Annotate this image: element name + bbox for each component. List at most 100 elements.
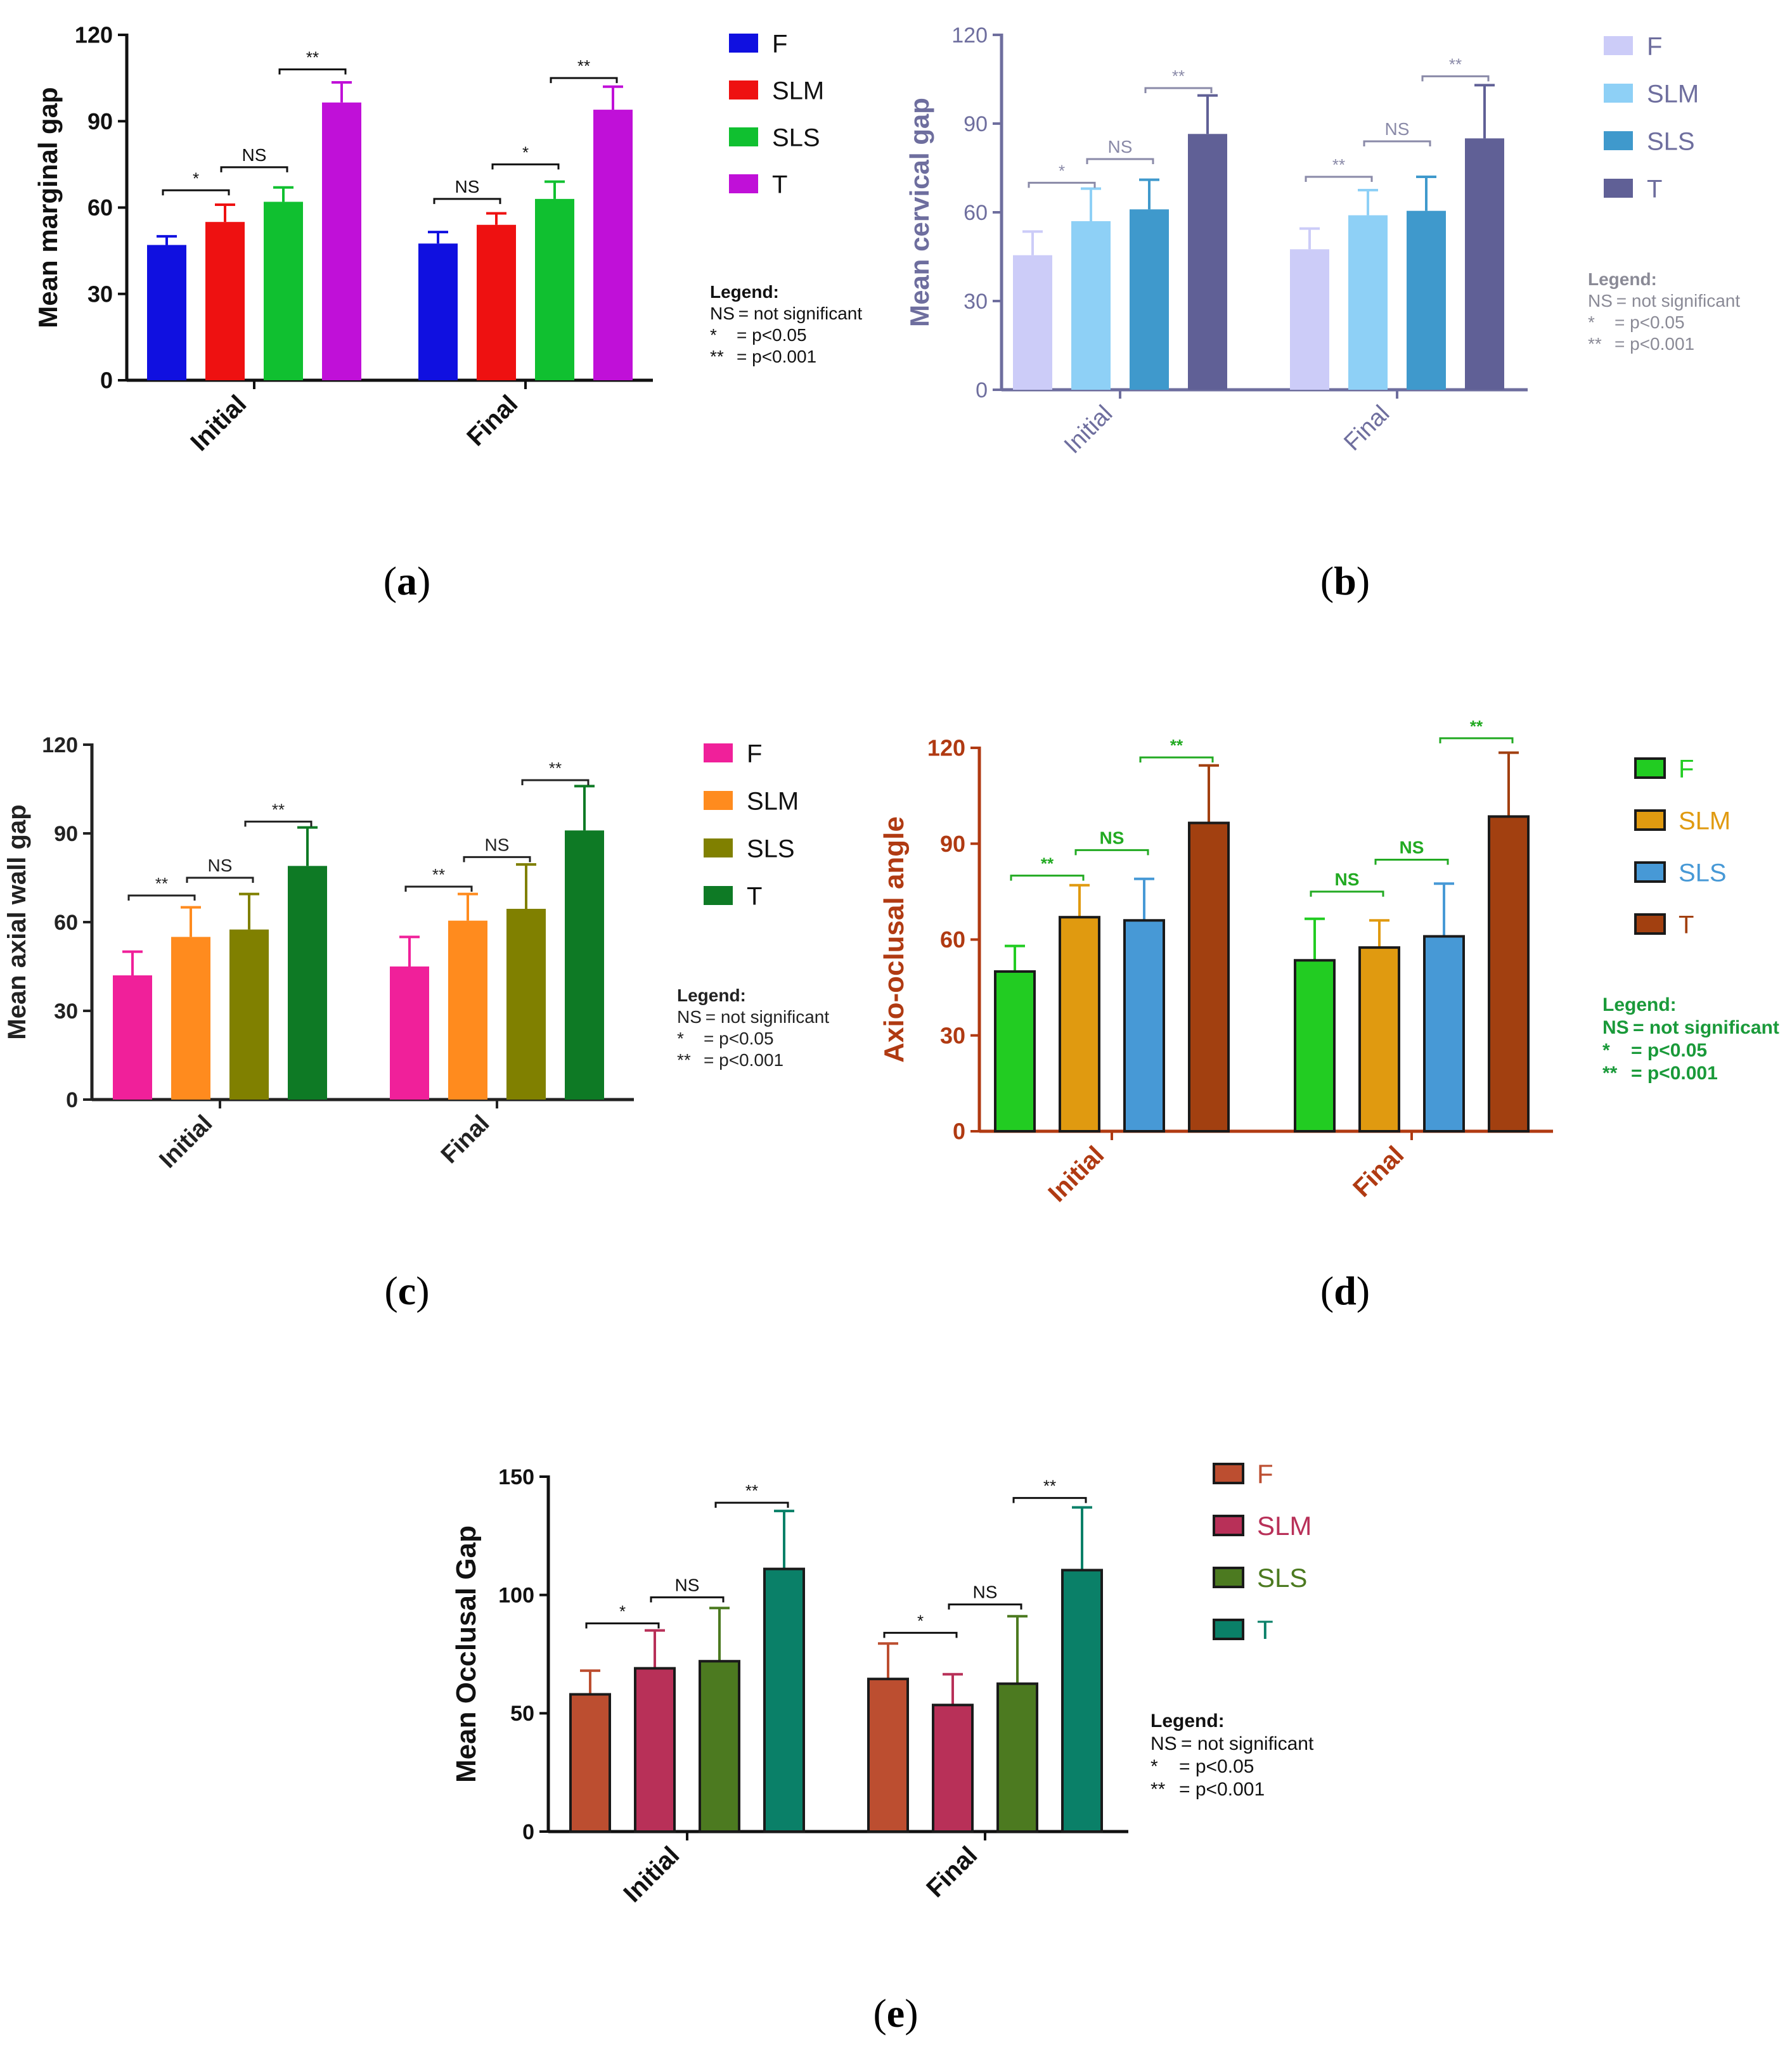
y-tick-label: 60 [964, 201, 988, 225]
significance-bracket [883, 1631, 958, 1638]
bar-t-final [1465, 138, 1504, 390]
significance-label: ** [577, 56, 590, 75]
bar-f-initial [569, 1693, 611, 1833]
y-tick-label: 30 [54, 999, 78, 1024]
bar-sls-initial [1130, 209, 1169, 390]
significance-label: * [917, 1611, 924, 1630]
bar-f-initial [1013, 255, 1052, 390]
legend-label: SLS [1257, 1563, 1307, 1593]
panel-label-c: (c) [384, 1268, 430, 1313]
significance-label: ** [1041, 854, 1054, 873]
bar-t-initial [763, 1567, 805, 1833]
bar-slm-final [932, 1704, 974, 1833]
bar-t-final [1488, 815, 1530, 1133]
y-tick-label: 30 [87, 281, 113, 307]
legend-swatch [704, 791, 733, 810]
significance-bracket [1374, 858, 1449, 865]
legend-note-symbol: * [1602, 1040, 1610, 1061]
category-label: Initial [1059, 401, 1118, 459]
significance-bracket [1144, 87, 1213, 93]
significance-bracket [650, 1596, 725, 1603]
bar-t-final [1061, 1569, 1103, 1833]
category-label: Initial [154, 1110, 217, 1174]
category-label: Initial [618, 1841, 685, 1908]
legend-note-symbol: NS [1151, 1733, 1177, 1754]
legend-label: F [1647, 32, 1662, 60]
legend-swatch [1604, 84, 1633, 103]
legend-label: SLM [1679, 807, 1731, 835]
significance-bracket [491, 163, 560, 170]
legend-label: SLM [1647, 80, 1699, 108]
significance-bracket [220, 166, 288, 172]
legend-note-symbol: NS [1602, 1017, 1629, 1038]
bar-f-final [1290, 249, 1329, 390]
significance-label: ** [1449, 55, 1462, 74]
bar-sls-final [506, 909, 546, 1100]
significance-bracket [244, 820, 313, 827]
significance-label: NS [485, 835, 510, 854]
legend-note-symbol: ** [710, 347, 724, 366]
legend-label: SLS [1647, 127, 1695, 155]
significance-label: * [619, 1602, 626, 1621]
bar-t-initial [1188, 821, 1230, 1133]
significance-label: ** [1170, 736, 1183, 755]
bar-t-initial [288, 866, 327, 1100]
bar-f-initial [113, 975, 152, 1100]
bar-sls-initial [699, 1660, 740, 1833]
significance-bracket [550, 77, 618, 84]
y-tick-label: 30 [940, 1022, 965, 1048]
legend-swatch [1604, 131, 1633, 150]
legend-note-symbol: ** [1151, 1779, 1166, 1800]
significance-bracket [1139, 756, 1214, 763]
bar-slm-final [477, 224, 516, 380]
chart-a: 0 30 60 90 120 Mean marginal gap Initial Final *… [33, 22, 862, 457]
significance-label: NS [1108, 137, 1133, 157]
legend-note-symbol: NS [677, 1007, 702, 1027]
panel-label-e: (e) [873, 1991, 919, 2036]
legend-note-symbol: * [1151, 1756, 1158, 1777]
significance-label: ** [155, 874, 168, 893]
y-tick-label: 90 [87, 108, 113, 134]
legend-swatch [1634, 913, 1666, 935]
legend-swatch [729, 174, 758, 193]
significance-label: ** [549, 759, 562, 778]
bar-slm-initial [1071, 221, 1111, 390]
legend-swatch [704, 886, 733, 905]
bar-slm-initial [1059, 916, 1100, 1133]
legend-swatch [1213, 1515, 1244, 1536]
significance-label: NS [455, 177, 480, 196]
legend-note-text: = p<0.001 [704, 1050, 783, 1070]
significance-bracket [585, 1622, 660, 1629]
y-tick-label: 30 [964, 290, 988, 314]
legend-note-text: = p<0.05 [1615, 312, 1685, 332]
bar-sls-initial [1123, 919, 1165, 1133]
y-axis-label: Mean cervical gap [905, 98, 934, 327]
category-label: Final [1348, 1141, 1409, 1202]
y-tick-label: 90 [940, 831, 965, 857]
bar-slm-initial [634, 1667, 676, 1833]
legend-label: SLM [772, 77, 824, 105]
legend-swatch [1634, 861, 1666, 883]
chart-d: 0 30 60 90 120 Axio-oclusal angle Initial Final… [879, 717, 1779, 1207]
legend-note-text: = p<0.05 [1179, 1756, 1254, 1777]
legend-note-text: = not significant [1616, 291, 1741, 311]
bar-slm-initial [171, 937, 210, 1100]
legend-note-symbol: * [677, 1029, 684, 1048]
legend-label: SLS [747, 835, 795, 863]
legend-note-text: = p<0.001 [1179, 1779, 1265, 1800]
legend-note-text: = p<0.05 [1631, 1040, 1707, 1061]
legend-note-symbol: ** [1602, 1063, 1618, 1084]
y-tick-label: 150 [498, 1465, 534, 1489]
y-tick-label: 90 [54, 822, 78, 846]
significance-bracket [1012, 1497, 1087, 1503]
bar-f-initial [147, 245, 186, 380]
bar-sls-initial [264, 202, 303, 380]
legend-note-heading: Legend: [710, 282, 779, 302]
significance-label: NS [1400, 837, 1424, 857]
significance-bracket [521, 779, 590, 785]
bar-sls-initial [229, 929, 269, 1100]
legend-note-heading: Legend: [1151, 1711, 1225, 1731]
category-label: Final [1339, 401, 1395, 456]
